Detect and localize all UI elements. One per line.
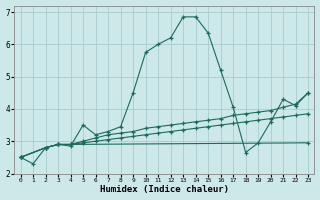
X-axis label: Humidex (Indice chaleur): Humidex (Indice chaleur) <box>100 185 229 194</box>
